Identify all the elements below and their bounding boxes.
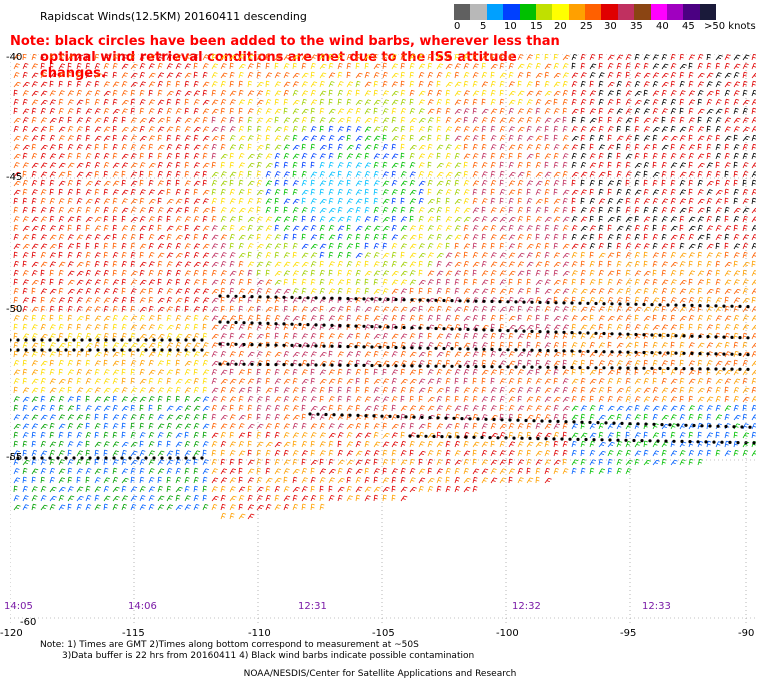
x-label-105: -105 [372, 628, 395, 639]
cb-label-45: 45 [682, 21, 695, 32]
time-label-1233: 12:33 [642, 601, 671, 612]
time-label-1406: 14:06 [128, 601, 157, 612]
wind-barbs-layer [13, 54, 756, 520]
colorbar-swatch [585, 4, 602, 20]
footer-line-2: 3)Data buffer is 22 hrs from 20160411 4)… [62, 651, 475, 661]
y-label-50: -50 [6, 304, 23, 315]
contamination-dots-layer [10, 294, 756, 460]
wind-speed-colorbar [454, 4, 716, 20]
cb-label-50: >50 knots [704, 21, 756, 32]
colorbar-swatch [650, 4, 667, 20]
y-label-40: -40 [6, 52, 23, 63]
y-label-45: -45 [6, 172, 23, 183]
cb-label-0: 0 [454, 21, 461, 32]
colorbar-swatch [519, 4, 536, 20]
x-label-115: -115 [122, 628, 145, 639]
colorbar-swatch [503, 4, 520, 20]
colorbar-swatch [617, 4, 635, 20]
colorbar-swatch [454, 4, 471, 20]
cb-label-10: 10 [504, 21, 517, 32]
credit-line: NOAA/NESDIS/Center for Satellite Applica… [243, 669, 517, 679]
footer-notes: Note: 1) Times are GMT 2)Times along bot… [40, 640, 474, 662]
colorbar-swatch [552, 4, 569, 20]
colorbar-swatch [486, 4, 504, 20]
colorbar-swatch [568, 4, 585, 20]
colorbar-swatch [634, 4, 651, 20]
cb-label-20: 20 [554, 21, 567, 32]
x-label-120: -120 [0, 628, 23, 639]
colorbar-swatch [666, 4, 684, 20]
x-label-90: -90 [738, 628, 755, 639]
cb-label-30: 30 [604, 21, 617, 32]
colorbar-swatch [699, 4, 716, 20]
x-label-110: -110 [248, 628, 271, 639]
cb-label-25: 25 [580, 21, 593, 32]
wind-barb-map [10, 54, 756, 624]
cb-label-35: 35 [630, 21, 643, 32]
time-label-1405: 14:05 [4, 601, 33, 612]
map-title: Rapidscat Winds(12.5KM) 20160411 descend… [40, 10, 307, 23]
colorbar-swatch [683, 4, 700, 20]
colorbar-swatch [601, 4, 618, 20]
time-label-1231: 12:31 [298, 601, 327, 612]
cb-label-40: 40 [656, 21, 669, 32]
footer-line-1: Note: 1) Times are GMT 2)Times along bot… [40, 640, 419, 650]
colorbar-labels: 0 5 10 15 20 25 30 35 40 45 >50 knots [454, 21, 760, 33]
cb-label-5: 5 [480, 21, 487, 32]
note-line-1: Note: black circles have been added to t… [10, 34, 560, 49]
x-label-95: -95 [620, 628, 637, 639]
x-label-100: -100 [496, 628, 519, 639]
dotted-gridlines [10, 54, 756, 624]
cb-label-15: 15 [530, 21, 543, 32]
time-label-1232: 12:32 [512, 601, 541, 612]
colorbar-swatch [535, 4, 553, 20]
y-label-55: -55 [6, 452, 23, 463]
y-label-60: -60 [20, 617, 37, 628]
note-line-2: optimal wind retrieval conditions are me… [40, 50, 517, 81]
red-note: Note: black circles have been added to t… [10, 34, 570, 82]
colorbar-swatch [470, 4, 487, 20]
